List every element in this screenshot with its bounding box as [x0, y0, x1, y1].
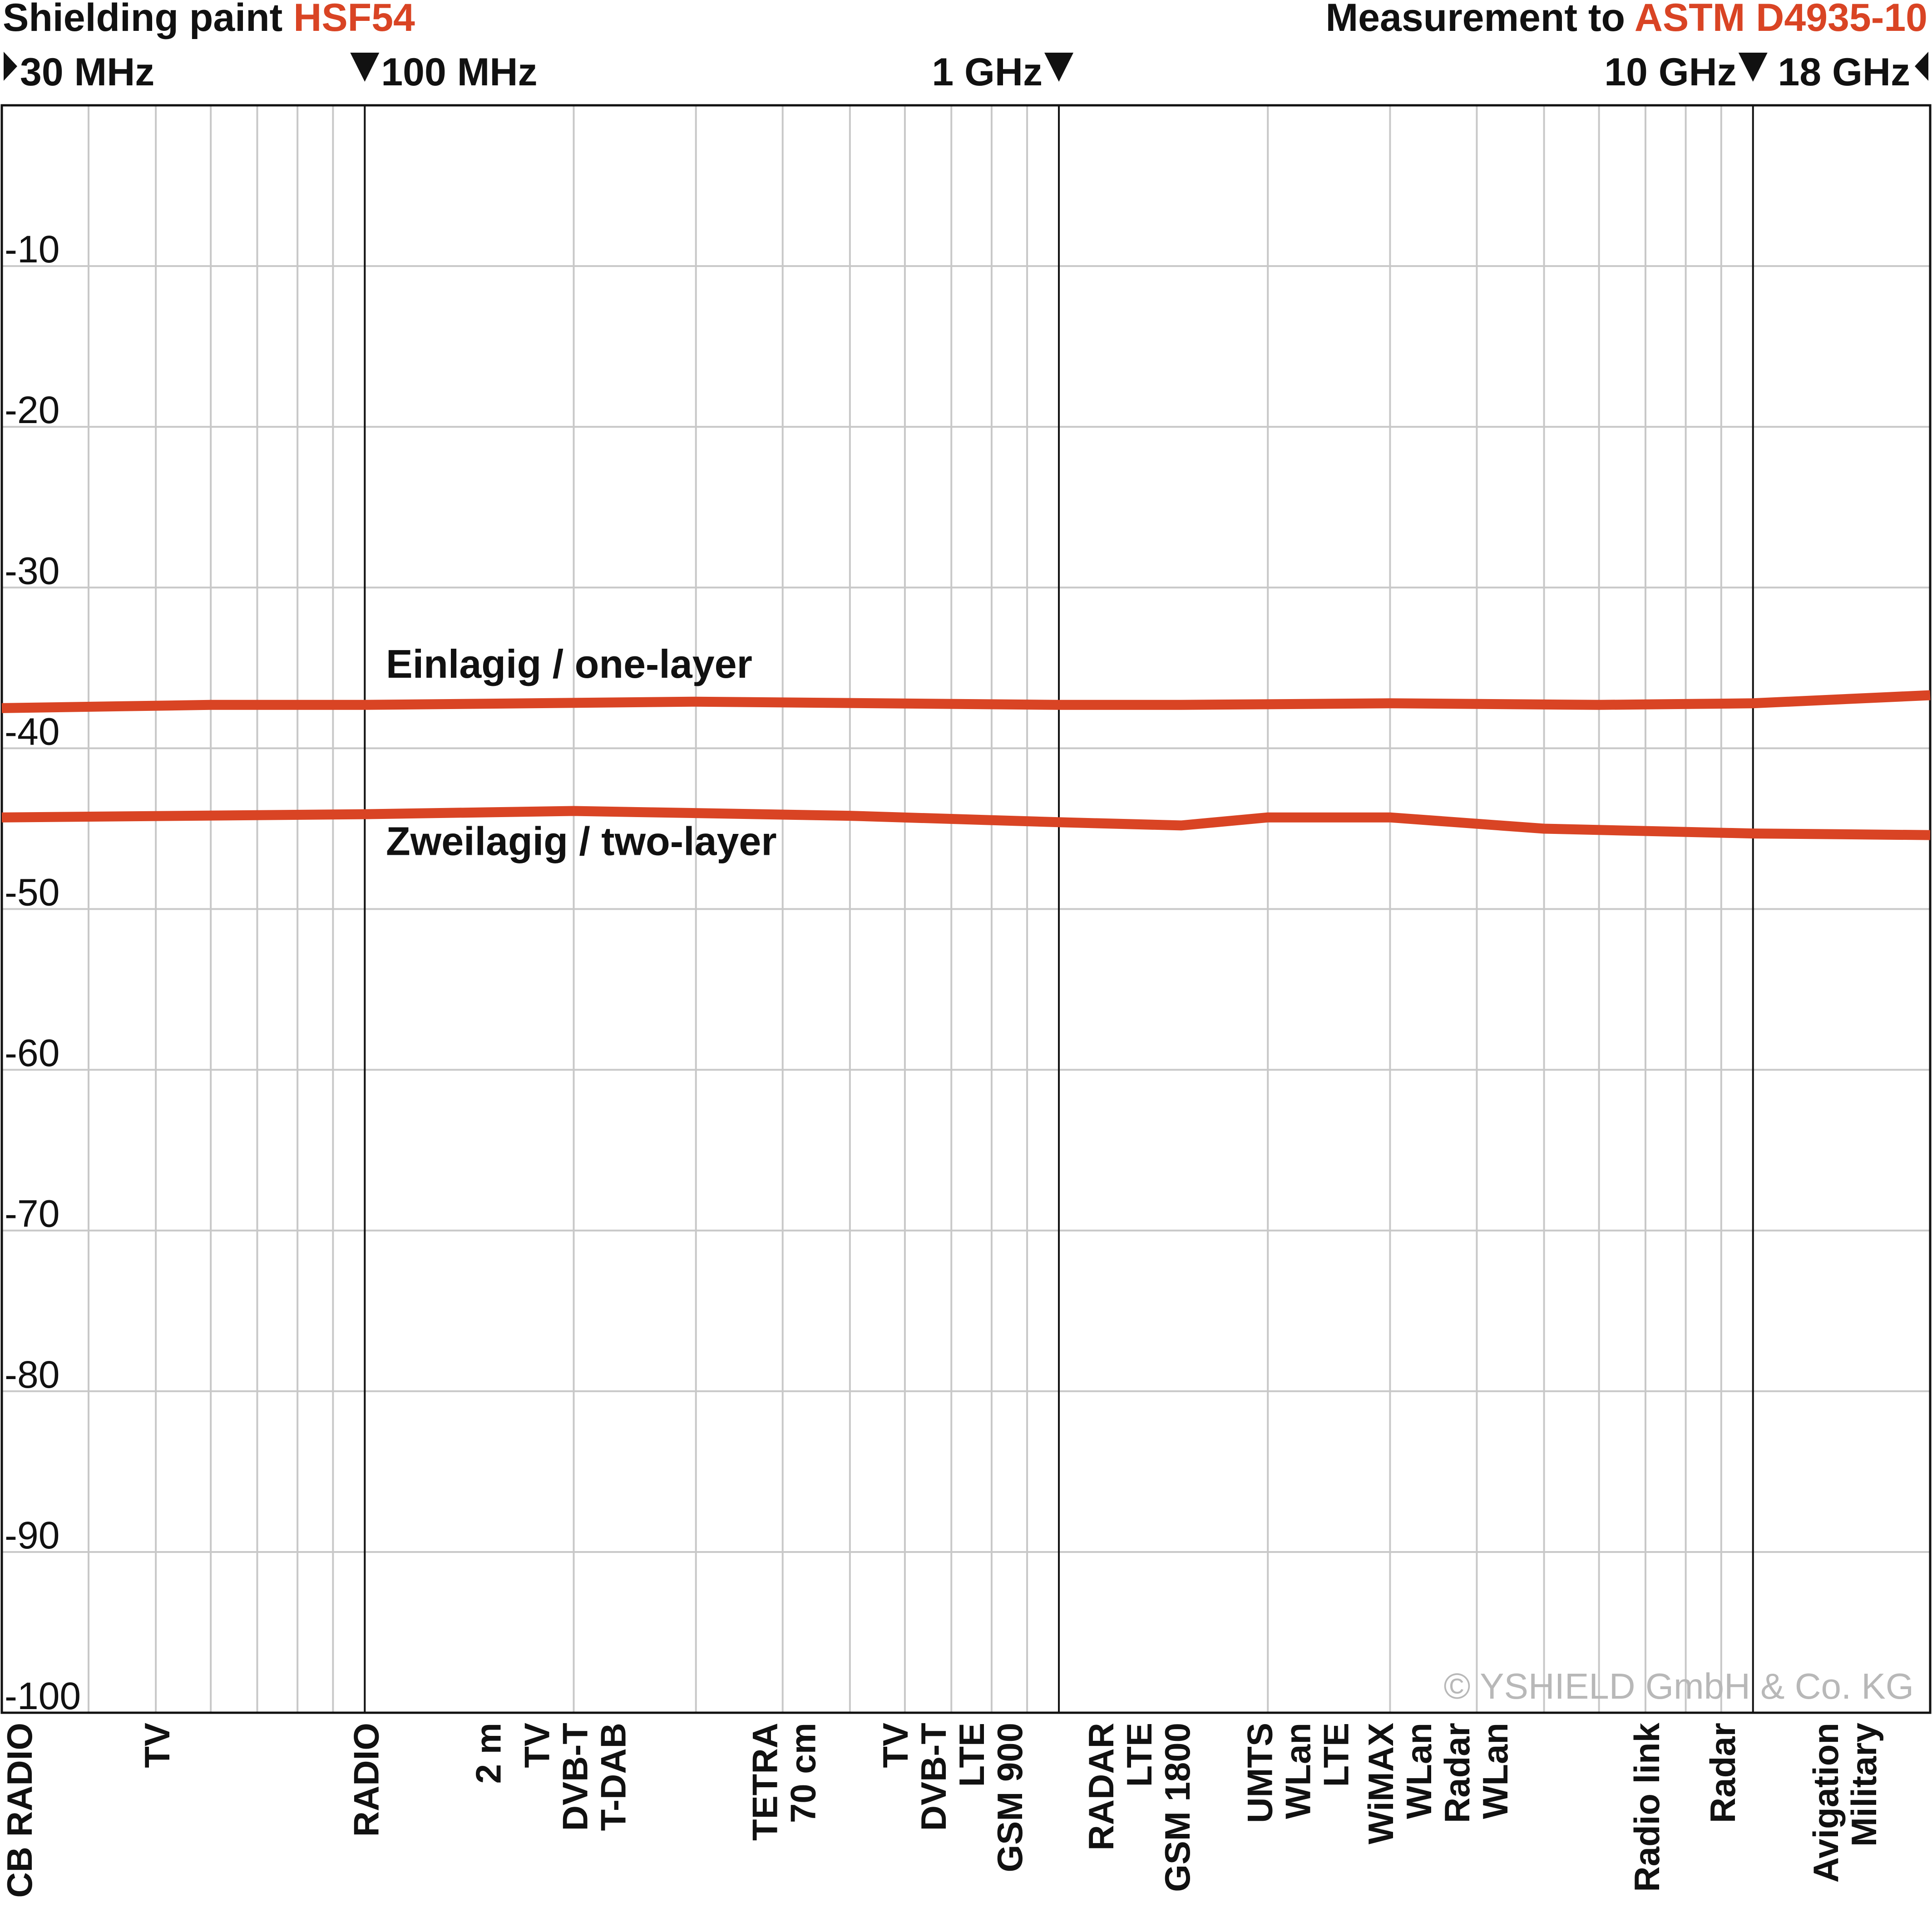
band-label: 70 cm [783, 1723, 823, 1823]
band-label: TETRA [745, 1723, 785, 1841]
band-label: GSM 900 [990, 1723, 1030, 1872]
band-label: DVB-T [914, 1723, 954, 1831]
arrow-right-icon [4, 52, 17, 81]
arrow-left-icon [1915, 52, 1928, 81]
frequency-marker-label: 100 MHz [381, 50, 537, 94]
frequency-markers: 30 MHz 100 MHz 1 GHz 10 GHz 18 GHz [4, 50, 1928, 94]
y-tick-label: -80 [5, 1353, 59, 1396]
series-label: Zweilagig / two-layer [386, 819, 777, 864]
y-tick-label: -30 [5, 549, 59, 592]
title-product: HSF54 [293, 0, 415, 39]
band-label: WLan [1475, 1723, 1515, 1819]
series-label: Einlagig / one-layer [386, 641, 752, 686]
band-label: WiMAX [1361, 1723, 1401, 1844]
chart-header: Shielding paint HSF54 Measurement to AST… [3, 0, 1927, 39]
y-tick-label: -50 [5, 871, 59, 914]
series-line [1, 690, 1931, 713]
title-prefix: Shielding paint [3, 0, 293, 39]
chart-grid [0, 104, 1932, 1714]
band-label: TV [517, 1723, 557, 1768]
band-label: DVB-T [555, 1723, 595, 1831]
y-tick-label: -10 [5, 228, 59, 271]
band-label: GSM 1800 [1157, 1723, 1197, 1892]
frequency-marker-label: 1 GHz [932, 50, 1043, 94]
band-label: 2 m [469, 1723, 509, 1784]
y-tick-label: -90 [5, 1514, 59, 1557]
band-label: LTE [952, 1723, 992, 1787]
series-line [1, 806, 1931, 840]
band-label: TV [137, 1723, 177, 1768]
band-label: Military [1844, 1723, 1884, 1847]
standard-name: ASTM D4935-10 [1635, 0, 1927, 39]
plot-frame [0, 104, 1932, 1714]
y-tick-label: -40 [5, 710, 59, 753]
frequency-marker-label: 18 GHz [1778, 50, 1910, 94]
measurement-standard: Measurement to ASTM D4935-10 [1326, 0, 1927, 39]
y-tick-label: -100 [5, 1675, 81, 1717]
y-tick-label: -20 [5, 389, 59, 431]
y-axis: -10 -20 -30 -40 -50 -60 -70 -80 -90 -100 [5, 228, 81, 1717]
band-label: CB RADIO [0, 1723, 40, 1898]
arrow-down-icon [350, 53, 380, 82]
band-label: WLan [1399, 1723, 1439, 1819]
y-tick-label: -70 [5, 1193, 59, 1235]
chart-series: Einlagig / one-layer Zweilagig / two-laye… [1, 641, 1931, 864]
chart-title: Shielding paint HSF54 [3, 0, 415, 39]
band-label: TV [875, 1723, 915, 1768]
copyright-text: © YSHIELD GmbH & Co. KG [1443, 1666, 1914, 1706]
band-label: Avigation [1806, 1723, 1846, 1883]
arrow-down-icon [1738, 53, 1768, 82]
band-label: RADAR [1081, 1723, 1121, 1851]
band-label: UMTS [1240, 1723, 1280, 1823]
band-label: RADIO [346, 1723, 386, 1837]
band-label: LTE [1119, 1723, 1159, 1787]
band-label: LTE [1316, 1723, 1356, 1787]
standard-prefix: Measurement to [1326, 0, 1635, 39]
band-label: Radar [1703, 1723, 1743, 1823]
band-label: Radio link [1627, 1722, 1667, 1892]
y-tick-label: -60 [5, 1032, 59, 1074]
frequency-marker-label: 30 MHz [20, 50, 154, 94]
band-label: Radar [1437, 1723, 1477, 1823]
band-label: T-DAB [593, 1723, 633, 1831]
band-label: WLan [1278, 1723, 1318, 1819]
frequency-marker-label: 10 GHz [1604, 50, 1737, 94]
arrow-down-icon [1044, 53, 1074, 82]
